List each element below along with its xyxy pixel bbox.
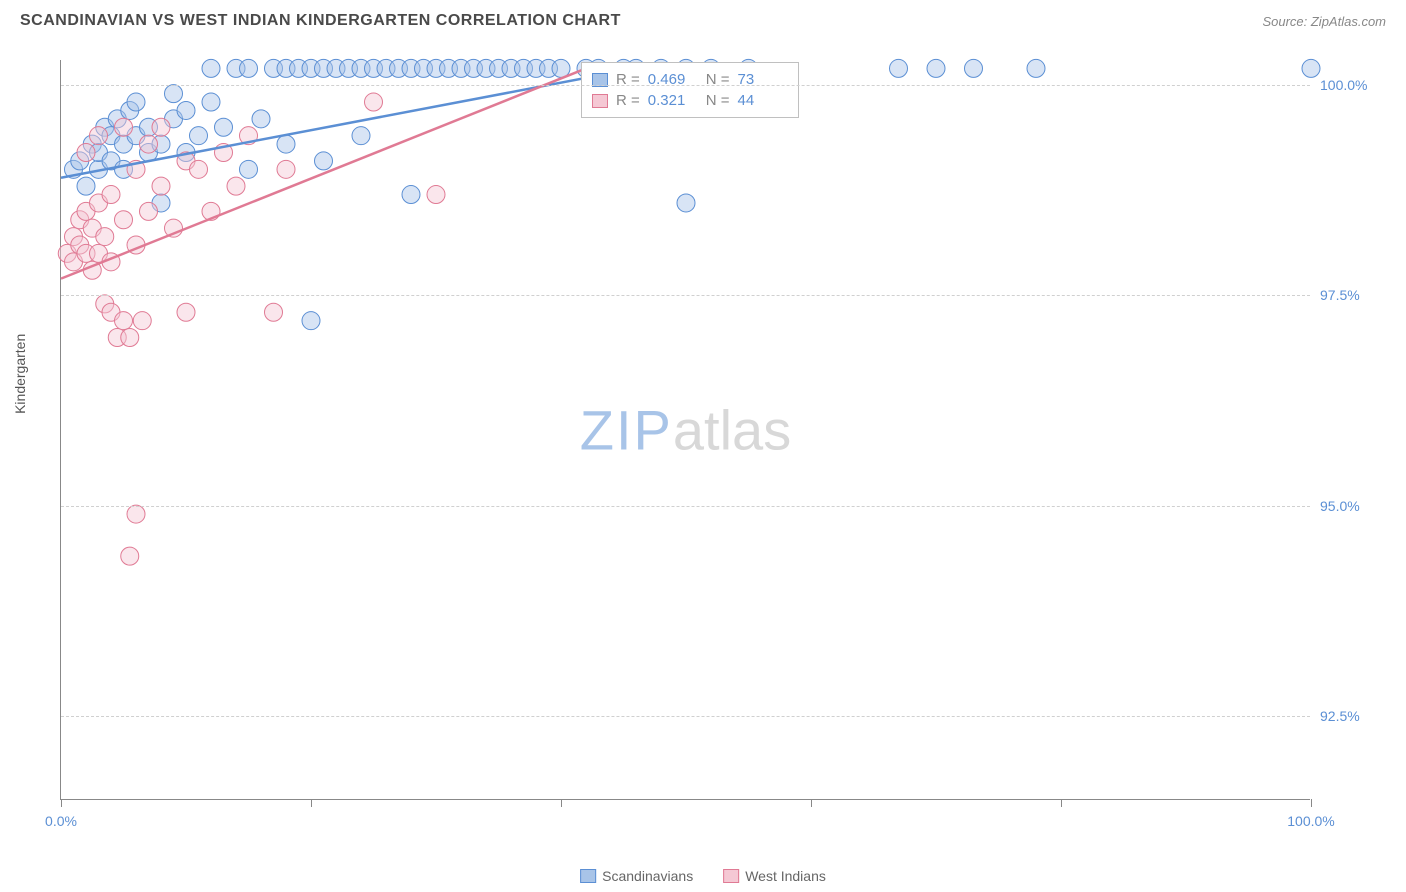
legend-label: Scandinavians bbox=[602, 868, 693, 884]
data-point bbox=[1027, 59, 1045, 77]
y-tick-label: 92.5% bbox=[1320, 708, 1390, 724]
x-tick bbox=[811, 799, 812, 807]
data-point bbox=[140, 202, 158, 220]
data-point bbox=[96, 228, 114, 246]
x-tick bbox=[1311, 799, 1312, 807]
data-point bbox=[127, 505, 145, 523]
data-point bbox=[265, 303, 283, 321]
y-tick-label: 100.0% bbox=[1320, 77, 1390, 93]
data-point bbox=[133, 312, 151, 330]
data-point bbox=[115, 118, 133, 136]
data-point bbox=[677, 194, 695, 212]
source-attribution: Source: ZipAtlas.com bbox=[1262, 14, 1386, 29]
x-tick bbox=[561, 799, 562, 807]
data-point bbox=[115, 211, 133, 229]
data-point bbox=[427, 186, 445, 204]
data-point bbox=[352, 127, 370, 145]
legend-swatch bbox=[723, 869, 739, 883]
data-point bbox=[121, 329, 139, 347]
data-point bbox=[121, 547, 139, 565]
data-point bbox=[152, 118, 170, 136]
stats-row: R =0.469N =73 bbox=[592, 69, 788, 90]
gridline bbox=[61, 506, 1310, 507]
legend-swatch bbox=[592, 94, 608, 108]
chart-plot-area: ZIPatlas R =0.469N =73R =0.321N =44 92.5… bbox=[60, 60, 1310, 800]
x-tick bbox=[1061, 799, 1062, 807]
correlation-stats-box: R =0.469N =73 R = 0.321 N = 44 bbox=[581, 62, 799, 118]
scatter-svg bbox=[61, 60, 1310, 799]
x-tick bbox=[311, 799, 312, 807]
gridline bbox=[61, 85, 1310, 86]
data-point bbox=[240, 160, 258, 178]
data-point bbox=[315, 152, 333, 170]
data-point bbox=[77, 144, 95, 162]
data-point bbox=[202, 93, 220, 111]
data-point bbox=[190, 160, 208, 178]
data-point bbox=[115, 312, 133, 330]
data-point bbox=[252, 110, 270, 128]
legend-item: West Indians bbox=[723, 868, 826, 884]
x-tick-label: 100.0% bbox=[1287, 813, 1334, 829]
n-value: 44 bbox=[738, 92, 788, 109]
data-point bbox=[402, 186, 420, 204]
data-point bbox=[140, 135, 158, 153]
x-tick bbox=[61, 799, 62, 807]
data-point bbox=[177, 303, 195, 321]
legend-swatch bbox=[580, 869, 596, 883]
data-point bbox=[890, 59, 908, 77]
data-point bbox=[277, 160, 295, 178]
y-tick-label: 97.5% bbox=[1320, 287, 1390, 303]
chart-header: SCANDINAVIAN VS WEST INDIAN KINDERGARTEN… bbox=[0, 0, 1406, 38]
r-label: R = bbox=[616, 92, 640, 109]
data-point bbox=[227, 177, 245, 195]
n-label: N = bbox=[706, 92, 730, 109]
data-point bbox=[1302, 59, 1320, 77]
y-tick-label: 95.0% bbox=[1320, 498, 1390, 514]
x-tick-label: 0.0% bbox=[45, 813, 77, 829]
data-point bbox=[277, 135, 295, 153]
data-point bbox=[240, 59, 258, 77]
data-point bbox=[202, 59, 220, 77]
data-point bbox=[77, 177, 95, 195]
data-point bbox=[927, 59, 945, 77]
stats-row: R = 0.321 N = 44 bbox=[592, 90, 788, 111]
y-axis-label: Kindergarten bbox=[12, 334, 28, 414]
data-point bbox=[127, 93, 145, 111]
chart-title: SCANDINAVIAN VS WEST INDIAN KINDERGARTEN… bbox=[20, 12, 621, 30]
gridline bbox=[61, 716, 1310, 717]
data-point bbox=[177, 101, 195, 119]
legend-label: West Indians bbox=[745, 868, 826, 884]
data-point bbox=[302, 312, 320, 330]
gridline bbox=[61, 295, 1310, 296]
data-point bbox=[215, 118, 233, 136]
data-point bbox=[190, 127, 208, 145]
r-value: 0.321 bbox=[648, 92, 698, 109]
data-point bbox=[965, 59, 983, 77]
data-point bbox=[365, 93, 383, 111]
data-point bbox=[90, 127, 108, 145]
data-point bbox=[102, 186, 120, 204]
data-point bbox=[152, 177, 170, 195]
data-point bbox=[165, 85, 183, 103]
legend: Scandinavians West Indians bbox=[580, 868, 826, 884]
legend-item: Scandinavians bbox=[580, 868, 693, 884]
